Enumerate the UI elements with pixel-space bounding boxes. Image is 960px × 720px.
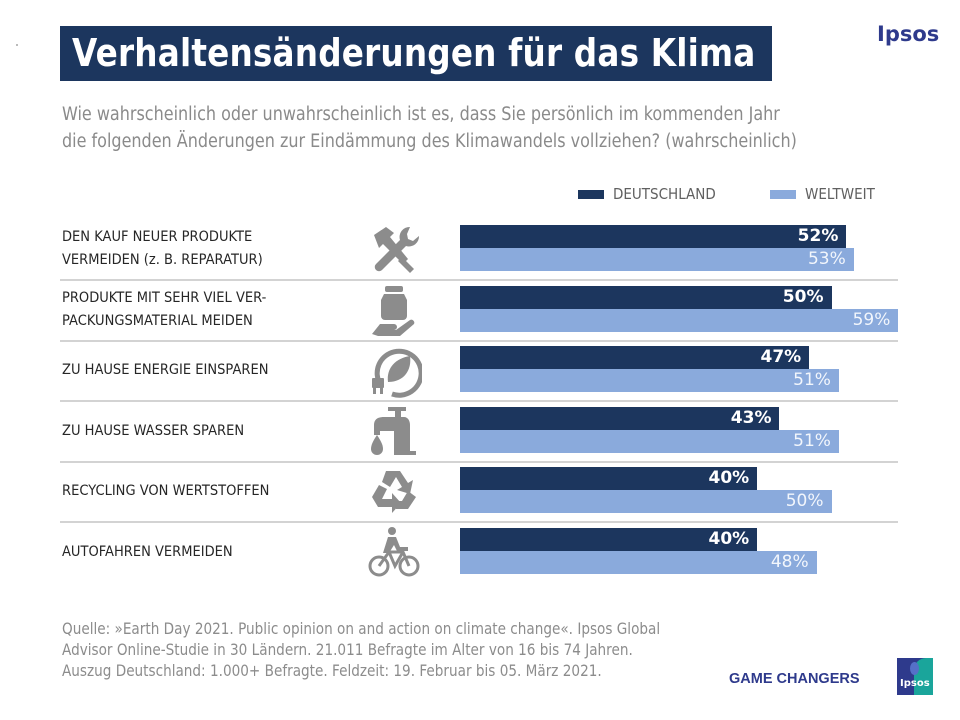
row-divider <box>60 460 898 463</box>
bar-deutschland: 52% <box>460 225 847 248</box>
bicycle-icon <box>366 524 422 580</box>
source-line-3: Auszug Deutschland: 1.000+ Befragte. Fel… <box>62 661 602 680</box>
category-label: ZU HAUSE ENERGIE EINSPAREN <box>62 362 269 378</box>
legend-swatch-weltweit <box>770 189 796 199</box>
game-changers-tagline: GAME CHANGERS <box>729 671 860 687</box>
source-line-2: Advisor Online-Studie in 30 Ländern. 21.… <box>62 640 633 659</box>
category-label: AUTOFAHREN VERMEIDEN <box>62 543 233 560</box>
bar-weltweit: 53% <box>460 248 854 271</box>
legend-label-weltweit: WELTWEIT <box>805 185 875 203</box>
bar-deutschland: 40% <box>460 527 758 551</box>
data-label-weltweit: 51% <box>793 370 831 390</box>
ipsos-logo: Ipsos <box>897 658 933 695</box>
source-line-1: Quelle: »Earth Day 2021. Public opinion … <box>62 619 661 638</box>
bar-weltweit: 51% <box>460 429 839 453</box>
data-label-weltweit: 51% <box>793 430 831 451</box>
category-label-line-1: PRODUKTE MIT SEHR VIEL VER- <box>62 289 267 306</box>
data-label-weltweit: 48% <box>770 551 809 572</box>
bar-deutschland: 50% <box>460 285 832 309</box>
bar-weltweit: 50% <box>460 490 832 513</box>
category-label: RECYCLING VON WERTSTOFFEN <box>62 483 270 499</box>
legend-item-weltweit: WELTWEIT <box>770 184 883 204</box>
data-label-weltweit: 53% <box>807 249 846 269</box>
energy-leaf-plug-icon <box>366 342 424 398</box>
bar-weltweit: 59% <box>460 308 899 332</box>
row-divider <box>60 339 898 342</box>
legend-item-deutschland: DEUTSCHLAND <box>578 184 727 204</box>
source-note: Quelle: »Earth Day 2021. Public opinion … <box>62 618 660 681</box>
category-label: DEN KAUF NEUER PRODUKTE VERMEIDEN (z. B. … <box>62 226 263 272</box>
category-label: ZU HAUSE WASSER SPAREN <box>62 422 245 439</box>
tools-icon <box>366 221 422 277</box>
bar-weltweit: 48% <box>460 550 817 574</box>
recycling-icon <box>366 463 422 519</box>
category-label-line-2: VERMEIDEN (z. B. REPARATUR) <box>62 252 263 268</box>
data-label-deutschland: 47% <box>760 347 802 367</box>
data-label-deutschland: 40% <box>708 528 750 549</box>
data-label-deutschland: 50% <box>782 286 824 307</box>
question-subtitle: Wie wahrscheinlich oder unwahrscheinlich… <box>62 101 806 155</box>
stray-dot <box>16 44 18 46</box>
bar-deutschland: 40% <box>460 467 758 490</box>
bar-weltweit: 51% <box>460 369 839 392</box>
category-label: PRODUKTE MIT SEHR VIEL VER- PACKUNGSMATER… <box>62 287 266 333</box>
row-divider <box>60 279 898 281</box>
data-label-weltweit: 50% <box>785 491 824 511</box>
legend-label-deutschland: DEUTSCHLAND <box>613 185 716 203</box>
row-divider <box>60 400 898 402</box>
row-divider <box>60 521 898 523</box>
data-label-deutschland: 40% <box>708 468 750 488</box>
brand-wordmark: Ipsos <box>877 22 940 46</box>
data-label-deutschland: 43% <box>730 407 772 428</box>
subtitle-line-2: die folgenden Änderungen zur Eindämmung … <box>62 131 797 152</box>
page-title: Verhaltensänderungen für das Klima <box>72 31 756 75</box>
data-label-weltweit: 59% <box>852 309 891 330</box>
category-label-line-1: DEN KAUF NEUER PRODUKTE <box>62 229 253 245</box>
legend-swatch-deutschland <box>578 189 604 199</box>
logo-head-shape <box>910 662 919 675</box>
category-label-line-2: PACKUNGSMATERIAL MEIDEN <box>62 312 253 329</box>
bar-deutschland: 43% <box>460 406 780 430</box>
data-label-deutschland: 52% <box>797 226 839 246</box>
logo-text: Ipsos <box>900 678 930 689</box>
title-banner: Verhaltensänderungen für das Klima <box>60 26 772 81</box>
jar-in-hand-icon <box>366 282 422 338</box>
water-tap-icon <box>366 403 422 459</box>
bar-deutschland: 47% <box>460 346 810 369</box>
subtitle-line-1: Wie wahrscheinlich oder unwahrscheinlich… <box>62 104 780 125</box>
